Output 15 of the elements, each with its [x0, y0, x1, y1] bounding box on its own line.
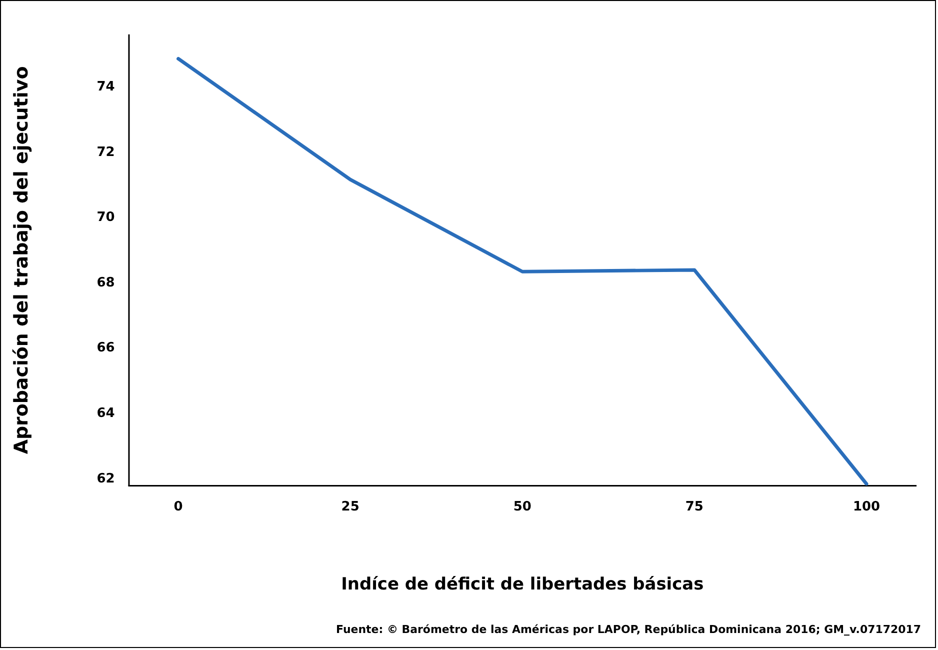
- x-tick-label: 25: [341, 500, 360, 515]
- x-tick-label: 50: [513, 500, 532, 515]
- y-axis-title: Aprobación del trabajo del ejecutivo: [10, 66, 32, 454]
- y-tick-label: 66: [96, 340, 115, 356]
- x-tick-label: 75: [685, 500, 704, 515]
- y-tick-label: 64: [96, 406, 115, 422]
- x-axis-title: Indíce de déficit de libertades básicas: [341, 573, 704, 594]
- y-tick-label: 68: [96, 275, 115, 290]
- y-tick-label: 72: [96, 144, 115, 160]
- source-note: Fuente: © Barómetro de las Américas por LAPOP, República Dominicana 2016; GM_v.07172017: [336, 622, 922, 636]
- y-tick-label: 70: [96, 210, 115, 226]
- y-tick-label: 62: [96, 471, 115, 486]
- x-tick-label: 100: [852, 500, 880, 515]
- x-tick-label: 0: [174, 500, 183, 515]
- y-tick-label: 74: [96, 80, 115, 94]
